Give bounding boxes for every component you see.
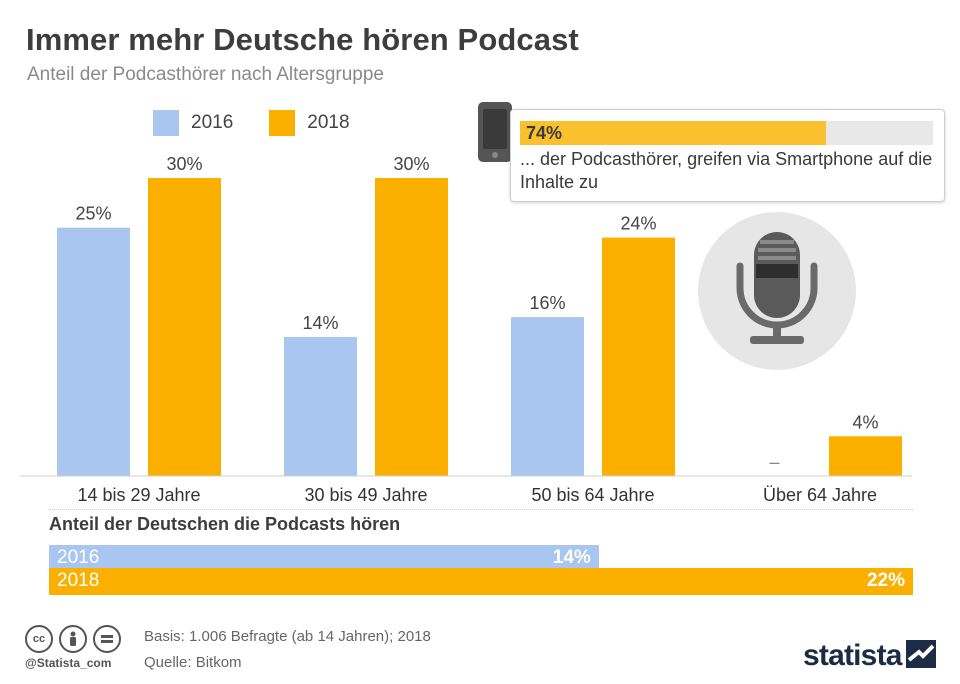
legend-swatch-2018 [269, 110, 296, 136]
bar-2018-3 [829, 436, 902, 476]
callout-value: 74% [526, 123, 563, 143]
data-label-2016-0: 25% [75, 204, 111, 224]
microphone-icon [698, 212, 856, 375]
by-icon[interactable] [59, 625, 87, 653]
legend-swatch-2016 [153, 110, 179, 136]
legend-label-2016: 2016 [191, 112, 234, 133]
data-label-2018-0: 30% [166, 154, 202, 174]
category-label-3: Über 64 Jahre [763, 485, 877, 505]
category-label-2: 50 bis 64 Jahre [531, 485, 654, 505]
summary-year-2018: 2018 [57, 570, 100, 591]
footer-source: Quelle: Bitkom [144, 654, 242, 671]
bar-2016-1 [284, 336, 357, 476]
footer-basis: Basis: 1.006 Befragte (ab 14 Jahren); 20… [144, 628, 431, 645]
bar-2018-1 [375, 178, 448, 476]
data-label-2018-2: 24% [620, 214, 656, 234]
legend-label-2018: 2018 [307, 112, 350, 133]
statista-logo-icon [906, 640, 936, 673]
data-label-2018-1: 30% [393, 154, 429, 174]
data-label-2016-1: 14% [302, 313, 338, 333]
summary-bar-2018: 2018 22% [49, 568, 913, 595]
category-label-1: 30 bis 49 Jahre [304, 485, 427, 505]
bar-chart: 25% 30% 14 bis 29 Jahre 14% 30% 30 bis 49 Jah… [20, 154, 912, 505]
legend-item-2018: 2018 [269, 110, 350, 136]
cc-icon[interactable]: cc [25, 625, 53, 653]
statista-handle[interactable]: @Statista_com [25, 656, 112, 670]
chart-legend: 2016 2018 [153, 110, 386, 136]
summary-title: Anteil der Deutschen die Podcasts hören [49, 514, 401, 534]
bar-2016-2 [511, 317, 584, 476]
smartphone-icon [476, 100, 516, 169]
smartphone-callout: 74% ... der Podcasthörer, greifen via Sm… [510, 109, 945, 202]
page-title: Immer mehr Deutsche hören Podcast [26, 22, 579, 57]
callout-progress-track: 74% [520, 121, 933, 145]
bar-2018-0 [148, 178, 221, 476]
data-label-2016-3: – [769, 452, 779, 472]
callout-text: ... der Podcasthörer, greifen via Smartp… [520, 149, 933, 192]
data-label-2018-3: 4% [852, 412, 878, 432]
license-icons: cc [25, 625, 127, 653]
page-subtitle: Anteil der Podcasthörer nach Altersgrupp… [27, 64, 384, 85]
callout-progress-fill [520, 121, 826, 145]
bar-2018-2 [602, 237, 675, 476]
nd-icon[interactable] [93, 625, 121, 653]
data-label-2016-2: 16% [529, 293, 565, 313]
summary-value-2016: 14% [552, 547, 591, 568]
summary-bar-2016: 2016 14% [49, 545, 599, 572]
summary-year-2016: 2016 [57, 547, 100, 568]
statista-brand[interactable]: statista [803, 639, 902, 672]
category-label-0: 14 bis 29 Jahre [77, 485, 200, 505]
legend-item-2016: 2016 [153, 110, 233, 136]
bar-2016-0 [57, 227, 130, 476]
summary-divider [49, 509, 913, 510]
summary-value-2018: 22% [866, 570, 905, 591]
